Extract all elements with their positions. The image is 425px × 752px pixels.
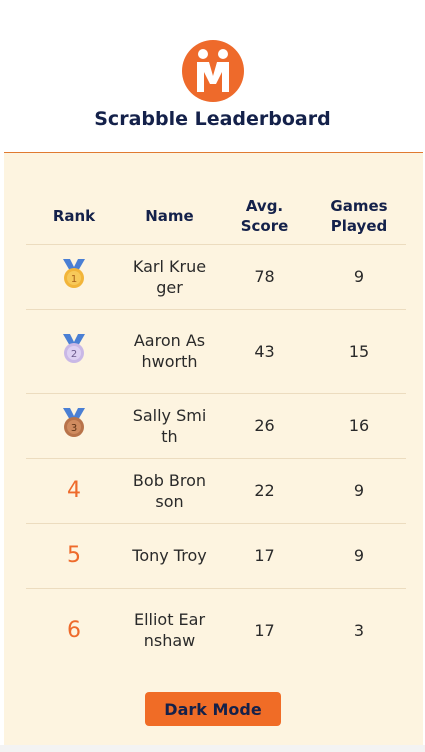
avg-score-cell: 17 (217, 522, 312, 588)
page-title: Scrabble Leaderboard (94, 108, 331, 130)
rank-number: 4 (26, 457, 122, 523)
avg-score-cell: 78 (217, 243, 312, 309)
bottom-strip (0, 745, 425, 752)
people-logo-icon (182, 40, 244, 102)
avg-score-cell: 26 (217, 392, 312, 458)
bronze-medal-icon: 3 (63, 408, 85, 437)
svg-text:1: 1 (71, 274, 77, 285)
table-header-row: Rank Name Avg. Score Games Played (26, 188, 406, 244)
avg-score-cell: 22 (217, 457, 312, 523)
games-played-cell: 3 (312, 587, 406, 672)
rank-number: 5 (26, 522, 122, 588)
table-row: 2 Aaron Ashworth 43 15 (26, 308, 406, 393)
name-cell: Elliot Earnshaw (122, 587, 217, 672)
gold-medal-icon: 1 (63, 259, 85, 288)
games-played-cell: 16 (312, 392, 406, 458)
header: Scrabble Leaderboard (0, 0, 425, 152)
table-row: 1 Karl Krueger 78 9 (26, 243, 406, 309)
column-header-avg-line2: Score (240, 216, 289, 235)
column-header-rank: Rank (52, 206, 96, 225)
rank-cell: 1 (26, 243, 122, 309)
rank-cell: 3 (26, 392, 122, 458)
column-header-games-line2: Played (330, 216, 388, 235)
leaderboard-table: Rank Name Avg. Score Games Played (26, 188, 406, 672)
column-header-avg-line1: Avg. (245, 196, 284, 215)
table-row: 3 Sally Smith 26 16 (26, 392, 406, 458)
table-row: 5 Tony Troy 17 9 (26, 522, 406, 588)
name-cell: Tony Troy (122, 522, 217, 588)
column-header-games-played: Games Played (312, 188, 406, 244)
avg-score-cell: 43 (217, 308, 312, 393)
table-row: 6 Elliot Earnshaw 17 3 (26, 587, 406, 672)
header-divider (4, 152, 423, 153)
name-cell: Sally Smith (122, 392, 217, 458)
rank-cell: 2 (26, 308, 122, 393)
svg-text:3: 3 (71, 423, 77, 434)
silver-medal-icon: 2 (63, 333, 85, 363)
avg-score-cell: 17 (217, 587, 312, 672)
games-played-cell: 9 (312, 522, 406, 588)
table-row: 4 Bob Bronson 22 9 (26, 457, 406, 523)
column-header-avg-score: Avg. Score (217, 188, 312, 244)
games-played-cell: 9 (312, 457, 406, 523)
games-played-cell: 9 (312, 243, 406, 309)
svg-text:2: 2 (71, 349, 77, 360)
column-header-name: Name (145, 206, 194, 225)
games-played-cell: 15 (312, 308, 406, 393)
name-cell: Aaron Ashworth (122, 308, 217, 393)
rank-number: 6 (26, 587, 122, 672)
leaderboard-panel: Rank Name Avg. Score Games Played (4, 153, 423, 745)
name-cell: Bob Bronson (122, 457, 217, 523)
dark-mode-button[interactable]: Dark Mode (145, 692, 281, 726)
name-cell: Karl Krueger (122, 243, 217, 309)
column-header-games-line1: Games (330, 196, 388, 215)
